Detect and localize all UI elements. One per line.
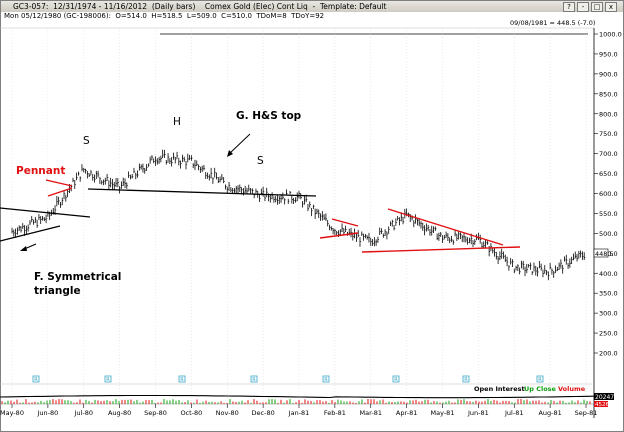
price-bars [11,149,586,281]
volume-axis-label-2: 4526 [595,402,609,408]
hs-arrow-line [228,133,251,155]
descending-triangle-base-line [361,246,521,253]
descending-triangle-upper-line [387,208,504,246]
volume-bars [1,399,591,404]
event-marker [462,375,470,383]
event-marker [322,375,330,383]
left-shoulder-label: S [83,135,90,147]
event-marker-glyph: R [106,377,110,383]
time-tick-label: Jul-80 [74,409,93,417]
window-title: GC3-057: 12/31/1974 - 11/16/2012 (Daily … [13,2,387,11]
legend-up-close: Up Close [524,385,557,393]
price-tick-label: 400.0 [599,270,618,278]
legend-open-interest: Open Interest [474,385,525,393]
triangle-lower-line [0,225,61,242]
price-tick-label: 900.0 [599,70,618,78]
price-tick-label: 350.0 [599,290,618,298]
sym-triangle-label-2: triangle [34,285,81,297]
price-tick-label: 850.0 [599,90,618,98]
time-tick-label: Jan-81 [288,409,310,417]
hs-arrowhead [227,150,233,157]
volume-axis-label-1: 202473 [595,394,618,401]
price-tick-label: 700.0 [599,150,618,158]
pennant-lower-line [47,187,73,197]
head-label: H [173,116,181,128]
event-marker-glyph: R [394,377,398,383]
event-marker-glyph: R [324,377,328,383]
volume-label-box-2 [594,401,608,407]
last-price-box [593,248,609,258]
legend-volume: Volume [558,385,586,393]
time-tick-label: Jul-81 [504,409,523,417]
event-marker [178,375,186,383]
cursor-readout: 09/08/1981 = 448.5 (-7.0) [510,19,595,27]
hs-top-label: G. H&S top [236,110,302,122]
price-axis-ticks: 1000.0 950.0 900.0 850.0 800.0 750.0 700.0 650.… [594,31,622,358]
close-button[interactable]: x [605,2,617,12]
time-tick-label: Mar-81 [360,409,382,417]
event-marker [250,375,258,383]
flag-lower-line [319,232,359,239]
time-axis-ticks: May-80 Jun-80 Jul-80 Aug-80 Sep-80 Oct-80 Nov-… [0,404,597,417]
time-tick-label: May-81 [431,409,455,417]
price-tick-label: 450.0 [599,250,618,258]
flag-upper-line [331,218,359,227]
sym-triangle-label-1: F. Symmetrical [34,271,121,283]
price-tick-label: 800.0 [599,110,618,118]
event-marker-glyph: R [464,377,468,383]
pennant-upper-line [45,179,73,187]
day-label: Mon [4,12,19,20]
price-tick-label: 500.0 [599,230,618,238]
volume-label-box-1 [594,393,614,400]
info-bar: Mon 05/12/1980 (GC-198006): O=514.0 H=51… [1,12,623,21]
time-tick-label: Oct-80 [180,409,202,417]
triangle-arrowhead [20,246,27,251]
pennant-label: Pennant [16,165,65,177]
hs-neckline [87,188,317,197]
price-tick-label: 750.0 [599,130,618,138]
time-tick-label: Aug-80 [108,409,131,417]
price-tick-label: 550.0 [599,210,618,218]
minimize-button[interactable]: - [577,2,589,12]
event-marker-glyph: R [252,377,256,383]
triangle-upper-line [0,207,91,218]
time-tick-label: Sep-80 [144,409,167,417]
price-tick-label: 950.0 [599,50,618,58]
event-marker [536,375,544,383]
time-tick-label: Feb-81 [324,409,346,417]
time-tick-label: Jun-80 [36,409,58,417]
event-marker-glyph: R [538,377,542,383]
event-marker-glyph: R [180,377,184,383]
price-tick-label: 1000.0 [599,31,622,39]
open-interest-line [0,394,595,399]
last-price-label: 448.5 [595,250,614,258]
price-tick-label: 650.0 [599,170,618,178]
price-tick-label: 300.0 [599,310,618,318]
price-tick-label: 250.0 [599,330,618,338]
time-tick-label: May-80 [0,409,24,417]
price-tick-label: 200.0 [599,350,618,358]
time-tick-label: Sep-81 [575,409,598,417]
event-marker [392,375,400,383]
grid [11,28,587,404]
time-tick-label: Nov-80 [216,409,239,417]
time-tick-label: Apr-81 [396,409,417,417]
time-tick-label: Jun-81 [467,409,489,417]
event-marker [104,375,112,383]
price-tick-label: 600.0 [599,190,618,198]
event-marker [32,375,40,383]
help-button[interactable]: ? [563,2,575,12]
right-shoulder-label: S [257,155,264,167]
time-tick-label: Aug-81 [538,409,561,417]
maximize-button[interactable]: □ [591,2,603,12]
event-marker-glyph: R [34,377,38,383]
time-tick-label: Dec-80 [252,409,275,417]
ohlc-readout: 05/12/1980 (GC-198006): O=514.0 H=518.5 … [21,12,325,20]
